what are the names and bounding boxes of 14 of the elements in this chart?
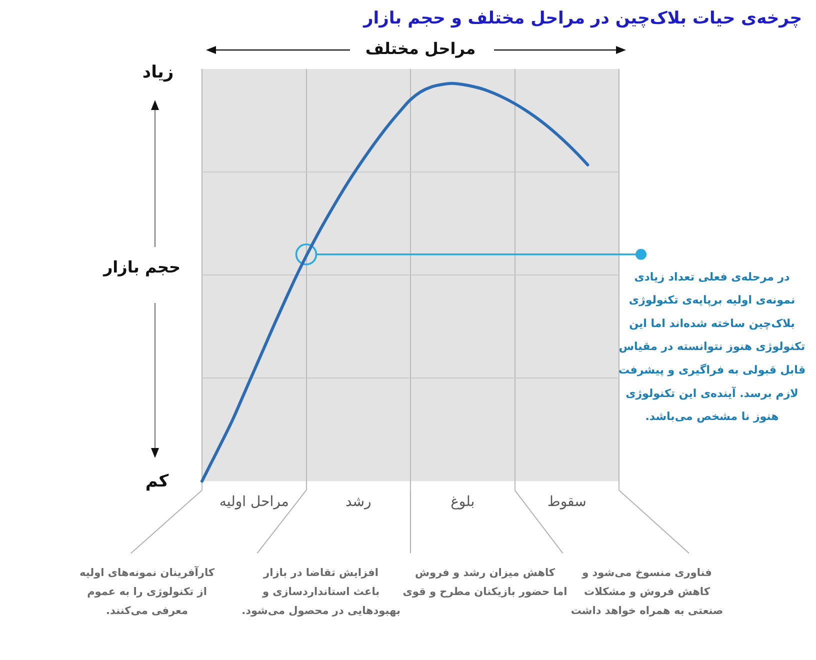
legend-label: در مرحله‌ی فعلی تعداد زیادی نمونه‌ی اولیه برپایه‌ی تکنولوژی بلاک‌چین ساخته شده‌اند اما این تکنولوژی هنوز نتوانسته در مقیاس قابل قبولی به فراگیری و پیشرفت لازم برسد. آینده‌ی این تکنولوژی هنوز نا مشخص می‌باشد.	[618, 270, 806, 424]
text: کاهش میزان رشد و فروش اما حضور بازیکنان مطرح و قوی	[402, 566, 568, 598]
text: کم	[145, 472, 169, 492]
text: زیاد	[142, 62, 174, 82]
x-axis-title: مراحل مختلف	[365, 39, 476, 58]
text: فناوری منسوخ می‌شود و کاهش فروش و مشکلات صنعتی به همراه خواهد داشت	[570, 566, 724, 617]
x-tick-label: رشد	[345, 494, 372, 510]
text: کارآفرینان نمونه‌های اولیه از تکنولوژی را به عموم معرفی می‌کنند.	[80, 564, 216, 617]
x-tick-label: سقوط	[547, 494, 586, 510]
chart-title: چرخه‌ی حیات بلاک‌چین در مراحل مختلف و حجم بازار	[362, 8, 802, 28]
x-tick-label: مراحل اولیه	[219, 494, 289, 510]
text: افزایش تقاضا در بازار باعث استانداردسازی و بهبودهایی در محصول می‌شود.	[242, 566, 400, 617]
y-axis-title: حجم بازار	[102, 257, 181, 276]
x-tick-label: بلوغ	[450, 494, 475, 510]
